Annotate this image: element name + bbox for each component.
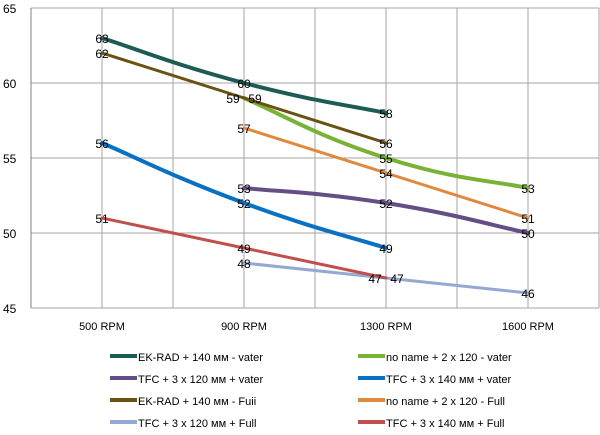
data-label: 60 — [237, 77, 251, 91]
data-label: 49 — [237, 242, 251, 256]
legend-label: TFC + 3 x 140 мм + vater — [386, 374, 512, 386]
data-label: 52 — [379, 197, 393, 211]
legend-label: TFC + 3 x 140 мм + Full — [386, 418, 504, 430]
y-tick-label: 50 — [3, 227, 17, 241]
series-line — [100, 51, 388, 145]
data-label: 52 — [237, 197, 251, 211]
data-label: 55 — [379, 152, 393, 166]
legend-label: no name + 2 x 120 - vater — [386, 352, 512, 364]
data-label: 50 — [521, 227, 535, 241]
x-tick-label: 500 RPM — [79, 321, 125, 333]
x-tick-label: 1300 RPM — [360, 321, 412, 333]
data-label: 58 — [379, 107, 393, 121]
x-tick-label: 1600 RPM — [502, 321, 554, 333]
data-label: 51 — [95, 212, 109, 226]
legend-label: EK-RAD + 140 мм - vater — [138, 352, 263, 364]
y-tick-label: 55 — [3, 152, 17, 166]
series-line — [242, 126, 530, 220]
data-label: 59 — [226, 92, 240, 106]
y-tick-label: 60 — [3, 77, 17, 91]
series-line — [242, 186, 530, 235]
data-label: 53 — [521, 182, 535, 196]
data-label: 48 — [237, 257, 251, 271]
data-label: 63 — [95, 32, 109, 46]
data-label: 51 — [521, 212, 535, 226]
data-label: 59 — [248, 92, 262, 106]
legend-label: EK-RAD + 140 мм - Fuii — [138, 396, 256, 408]
data-label: 46 — [521, 287, 535, 301]
series-line — [100, 36, 388, 115]
data-label: 54 — [379, 167, 393, 181]
series-line — [242, 96, 530, 190]
data-label: 56 — [95, 137, 109, 151]
legend-label: no name + 2 x 120 - Full — [386, 396, 505, 408]
data-label: 62 — [95, 47, 109, 61]
data-label: 57 — [237, 122, 251, 136]
x-tick-label: 900 RPM — [221, 321, 267, 333]
data-label: 47 — [368, 272, 382, 286]
series-line — [100, 141, 388, 250]
y-tick-label: 45 — [3, 302, 17, 316]
data-label: 53 — [237, 182, 251, 196]
y-tick-label: 65 — [3, 2, 17, 16]
legend-label: TFC + 3 x 120 мм + Full — [138, 418, 256, 430]
data-label: 56 — [379, 137, 393, 151]
data-label: 49 — [379, 242, 393, 256]
legend-label: TFC + 3 x 120 мм + vater — [138, 374, 264, 386]
data-label: 47 — [390, 272, 404, 286]
series-line — [100, 216, 388, 280]
